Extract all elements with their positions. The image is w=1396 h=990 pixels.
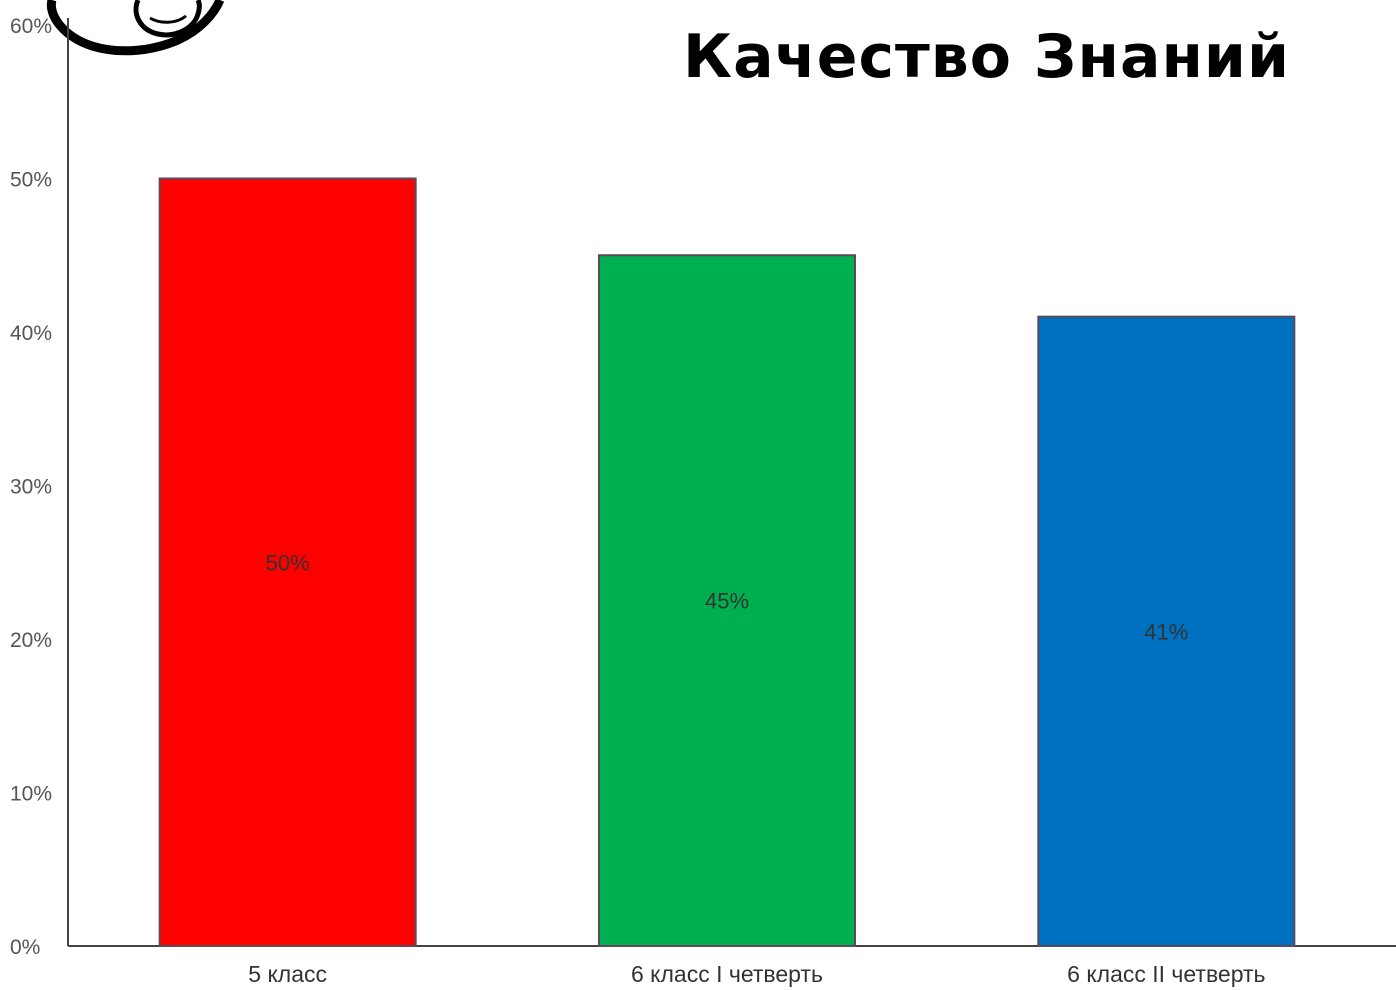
- data-labels: 50% 45% 41%: [266, 550, 1189, 644]
- bar: [598, 254, 856, 947]
- y-tick-label: 60%: [10, 15, 52, 38]
- y-tick-labels: 0% 10% 20% 30% 40% 50% 60%: [10, 15, 52, 959]
- bar: [1037, 315, 1296, 947]
- category-label: 5 класс: [248, 961, 327, 987]
- chart-title: Качество Знаний: [683, 22, 1290, 92]
- category-label: 6 класс I четверть: [631, 961, 823, 987]
- bar-series: [158, 177, 1296, 947]
- y-tick-label: 0%: [10, 936, 40, 959]
- y-tick-label: 10%: [10, 783, 52, 806]
- bar-value-label: 41%: [1144, 619, 1188, 644]
- bar-value-label: 45%: [705, 589, 749, 614]
- y-tick-label: 50%: [10, 169, 52, 192]
- bar-value-label: 50%: [266, 550, 310, 575]
- category-labels: 5 класс 6 класс I четверть 6 класс II четв…: [248, 961, 1265, 987]
- y-tick-label: 20%: [10, 629, 52, 652]
- bar: [158, 177, 417, 947]
- y-tick-label: 40%: [10, 322, 52, 345]
- cartoon-hand-logo-icon: [46, 0, 225, 56]
- category-label: 6 класс II четверть: [1067, 961, 1265, 987]
- y-tick-label: 30%: [10, 476, 52, 499]
